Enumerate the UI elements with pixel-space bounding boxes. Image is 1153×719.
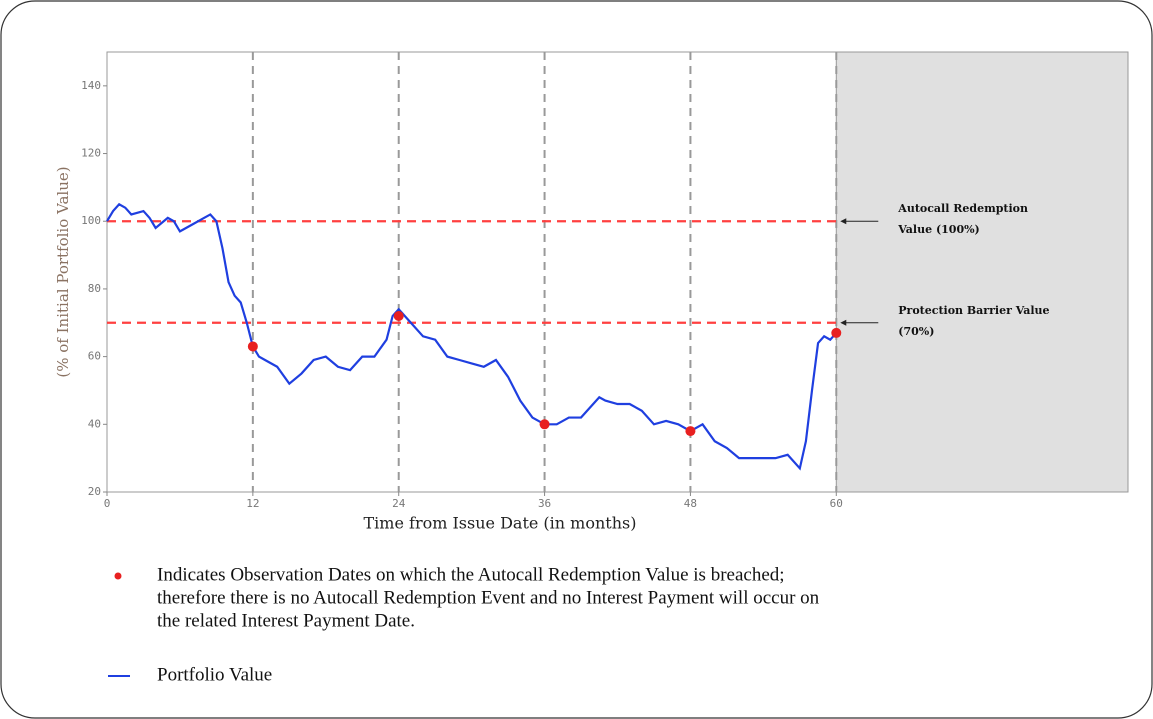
- x-axis-label: Time from Issue Date (in months): [364, 514, 637, 533]
- legend-text: the related Interest Payment Date.: [157, 610, 415, 631]
- annotation: Protection Barrier Value: [898, 304, 1049, 317]
- x-tick-label: 36: [538, 497, 551, 510]
- legend-text: Portfolio Value: [157, 664, 272, 685]
- shaded-region: [835, 51, 1129, 493]
- x-tick-label: 12: [246, 497, 259, 510]
- x-tick-label: 48: [684, 497, 697, 510]
- arrow-head: [840, 218, 847, 225]
- annotation: Value (100%): [897, 223, 979, 236]
- y-tick-label: 80: [88, 282, 101, 295]
- y-tick-label: 140: [81, 79, 101, 92]
- legend-text: Indicates Observation Dates on which the…: [157, 564, 785, 585]
- observation-point: [685, 426, 696, 437]
- annotation: (70%): [898, 325, 934, 338]
- observation-point: [393, 311, 404, 321]
- y-tick-label: 40: [88, 417, 101, 430]
- observation-point: [539, 419, 550, 430]
- annotation: Autocall Redemption: [897, 202, 1028, 215]
- arrow-head: [840, 319, 847, 326]
- x-tick-label: 0: [104, 497, 111, 510]
- observation-point: [831, 327, 842, 338]
- legend-text: therefore there is no Autocall Redemptio…: [157, 587, 820, 608]
- legend-marker: [114, 572, 122, 580]
- series-line: [106, 202, 838, 471]
- y-tick-label: 100: [81, 214, 101, 227]
- x-tick-label: 24: [392, 497, 406, 510]
- observation-point: [247, 341, 258, 352]
- y-tick-label: 60: [88, 350, 101, 363]
- y-axis-label: (% of Initial Portfolio Value): [54, 166, 72, 377]
- y-tick-label: 20: [88, 485, 101, 498]
- x-tick-label: 60: [830, 497, 843, 510]
- y-tick-label: 120: [81, 147, 101, 160]
